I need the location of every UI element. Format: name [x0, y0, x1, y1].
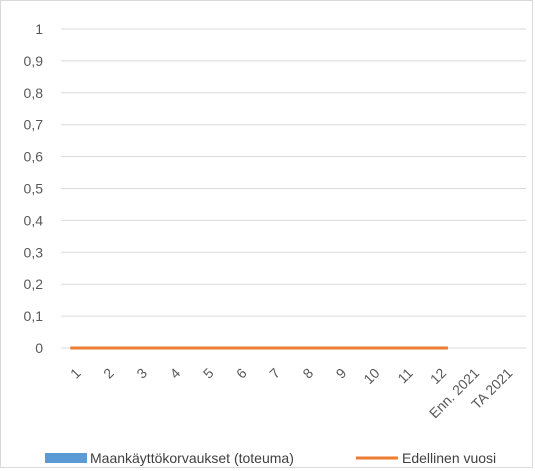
gridlines: [61, 29, 526, 348]
x-tick-label: 1: [67, 365, 84, 382]
y-tick-label: 0: [35, 340, 43, 356]
y-tick-label: 0,4: [24, 212, 44, 228]
y-axis-tick-labels: 0 0,1 0,2 0,3 0,4 0,5 0,6 0,7 0,8 0,9 1: [24, 21, 44, 356]
y-tick-label: 0,5: [24, 181, 44, 197]
y-tick-label: 0,8: [24, 85, 44, 101]
legend-label-bar: Maankäyttökorvaukset (toteuma): [90, 450, 294, 466]
y-tick-label: 1: [35, 21, 43, 37]
x-tick-label: 12: [427, 365, 449, 387]
y-tick-label: 0,1: [24, 308, 44, 324]
x-tick-label: 7: [266, 365, 283, 382]
x-tick-label: 11: [394, 365, 416, 387]
y-tick-label: 0,9: [24, 53, 44, 69]
x-tick-label: 4: [167, 365, 184, 382]
legend-label-line: Edellinen vuosi: [402, 450, 496, 466]
x-tick-label: 2: [100, 365, 117, 382]
y-tick-label: 0,3: [24, 244, 44, 260]
y-tick-label: 0,7: [24, 117, 44, 133]
legend: Maankäyttökorvaukset (toteuma) Edellinen…: [45, 450, 496, 466]
x-tick-label: 9: [333, 365, 350, 382]
y-tick-label: 0,2: [24, 276, 44, 292]
x-tick-label: 10: [360, 365, 382, 387]
x-tick-label: 8: [299, 365, 316, 382]
x-tick-label: 6: [233, 365, 250, 382]
x-tick-label: 5: [200, 365, 217, 382]
x-tick-label: 3: [133, 365, 150, 382]
y-tick-label: 0,6: [24, 149, 44, 165]
legend-swatch-bar: [45, 453, 87, 463]
